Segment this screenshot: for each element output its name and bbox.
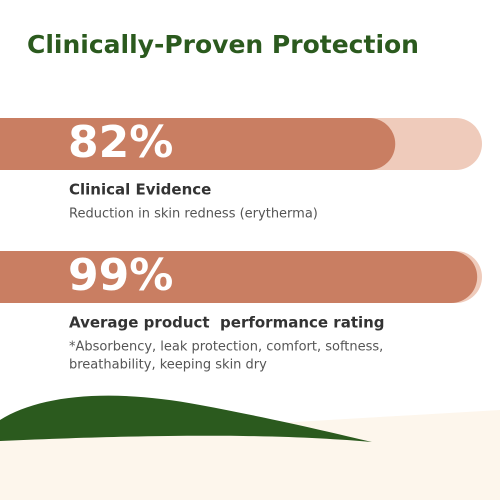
description: breathability, keeping skin dry [69,358,267,373]
description: Reduction in skin redness (erytherma) [69,207,318,222]
category-label: Clinical Evidence [69,181,211,199]
bar [0,251,478,303]
description: *Absorbency, leak protection, comfort, s… [69,340,383,355]
value-label: 82% [68,117,173,168]
value-label: 99% [68,250,173,301]
chart-title: Clinically-Proven Protection [27,30,419,59]
green-swoosh [0,395,372,442]
bar [0,118,396,170]
category-label: Average product performance rating [69,314,385,332]
